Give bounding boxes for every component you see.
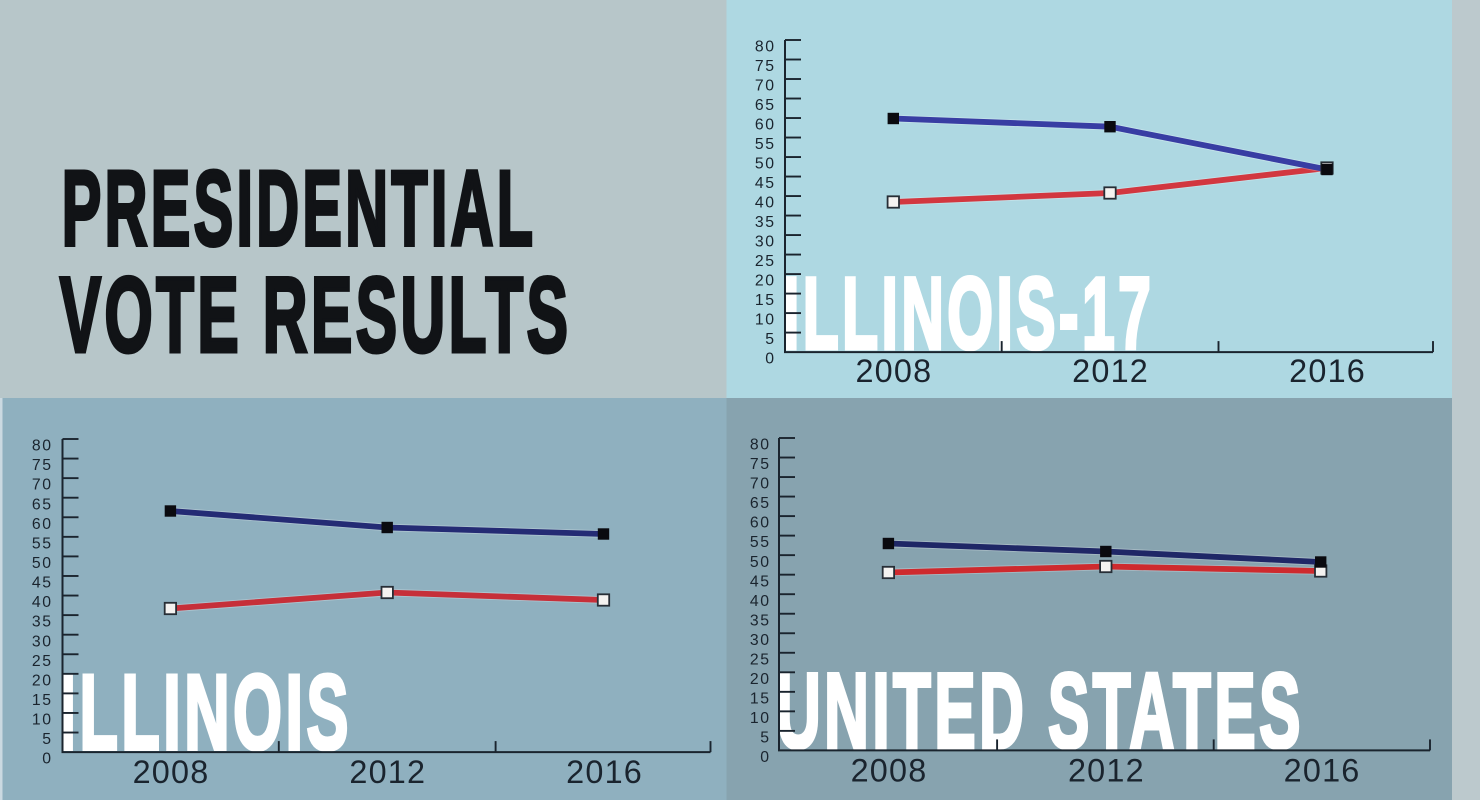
svg-text:45: 45: [750, 573, 771, 590]
svg-text:2012: 2012: [1072, 353, 1149, 389]
svg-text:75: 75: [32, 457, 53, 474]
svg-text:50: 50: [32, 555, 53, 572]
svg-text:30: 30: [755, 234, 776, 251]
svg-text:70: 70: [750, 476, 771, 493]
svg-text:20: 20: [755, 273, 776, 290]
svg-text:15: 15: [750, 690, 771, 707]
svg-text:30: 30: [32, 633, 53, 650]
svg-text:PRESIDENTIAL: PRESIDENTIAL: [62, 150, 537, 269]
svg-text:70: 70: [755, 78, 776, 95]
svg-text:10: 10: [750, 710, 771, 727]
svg-text:60: 60: [755, 117, 776, 134]
svg-text:65: 65: [750, 495, 771, 512]
svg-text:0: 0: [42, 751, 52, 768]
svg-text:70: 70: [32, 477, 53, 494]
svg-text:35: 35: [750, 612, 771, 629]
svg-text:80: 80: [750, 437, 771, 454]
svg-text:75: 75: [750, 456, 771, 473]
svg-text:35: 35: [755, 214, 776, 231]
svg-text:2008: 2008: [133, 754, 210, 790]
svg-text:10: 10: [32, 712, 53, 729]
svg-text:20: 20: [32, 672, 53, 689]
svg-text:2012: 2012: [1068, 753, 1145, 789]
svg-text:2016: 2016: [1289, 353, 1366, 389]
svg-text:15: 15: [32, 692, 53, 709]
svg-text:35: 35: [32, 614, 53, 631]
svg-text:15: 15: [755, 292, 776, 309]
svg-text:20: 20: [750, 671, 771, 688]
svg-text:5: 5: [760, 729, 770, 746]
svg-text:50: 50: [755, 156, 776, 173]
svg-text:30: 30: [750, 632, 771, 649]
svg-text:55: 55: [755, 136, 776, 153]
svg-text:65: 65: [755, 97, 776, 114]
svg-text:5: 5: [42, 731, 52, 748]
svg-text:80: 80: [755, 39, 776, 56]
svg-text:VOTE RESULTS: VOTE RESULTS: [60, 255, 572, 375]
svg-text:50: 50: [750, 554, 771, 571]
svg-text:40: 40: [750, 593, 771, 610]
svg-text:2008: 2008: [855, 353, 932, 389]
svg-text:45: 45: [32, 575, 53, 592]
svg-text:40: 40: [755, 195, 776, 212]
svg-text:55: 55: [750, 534, 771, 551]
svg-text:75: 75: [755, 58, 776, 75]
svg-text:65: 65: [32, 496, 53, 513]
svg-text:80: 80: [32, 438, 53, 455]
svg-text:40: 40: [32, 594, 53, 611]
svg-text:2008: 2008: [851, 753, 928, 789]
svg-text:55: 55: [32, 535, 53, 552]
svg-text:5: 5: [765, 331, 775, 348]
svg-text:2012: 2012: [349, 754, 426, 790]
svg-text:2016: 2016: [566, 754, 643, 790]
svg-text:25: 25: [755, 253, 776, 270]
svg-text:25: 25: [750, 651, 771, 668]
svg-text:25: 25: [32, 653, 53, 670]
svg-text:10: 10: [755, 312, 776, 329]
svg-text:60: 60: [32, 516, 53, 533]
svg-text:0: 0: [765, 351, 775, 368]
svg-text:2016: 2016: [1284, 753, 1361, 789]
svg-text:0: 0: [760, 749, 770, 766]
svg-text:45: 45: [755, 175, 776, 192]
svg-text:60: 60: [750, 515, 771, 532]
